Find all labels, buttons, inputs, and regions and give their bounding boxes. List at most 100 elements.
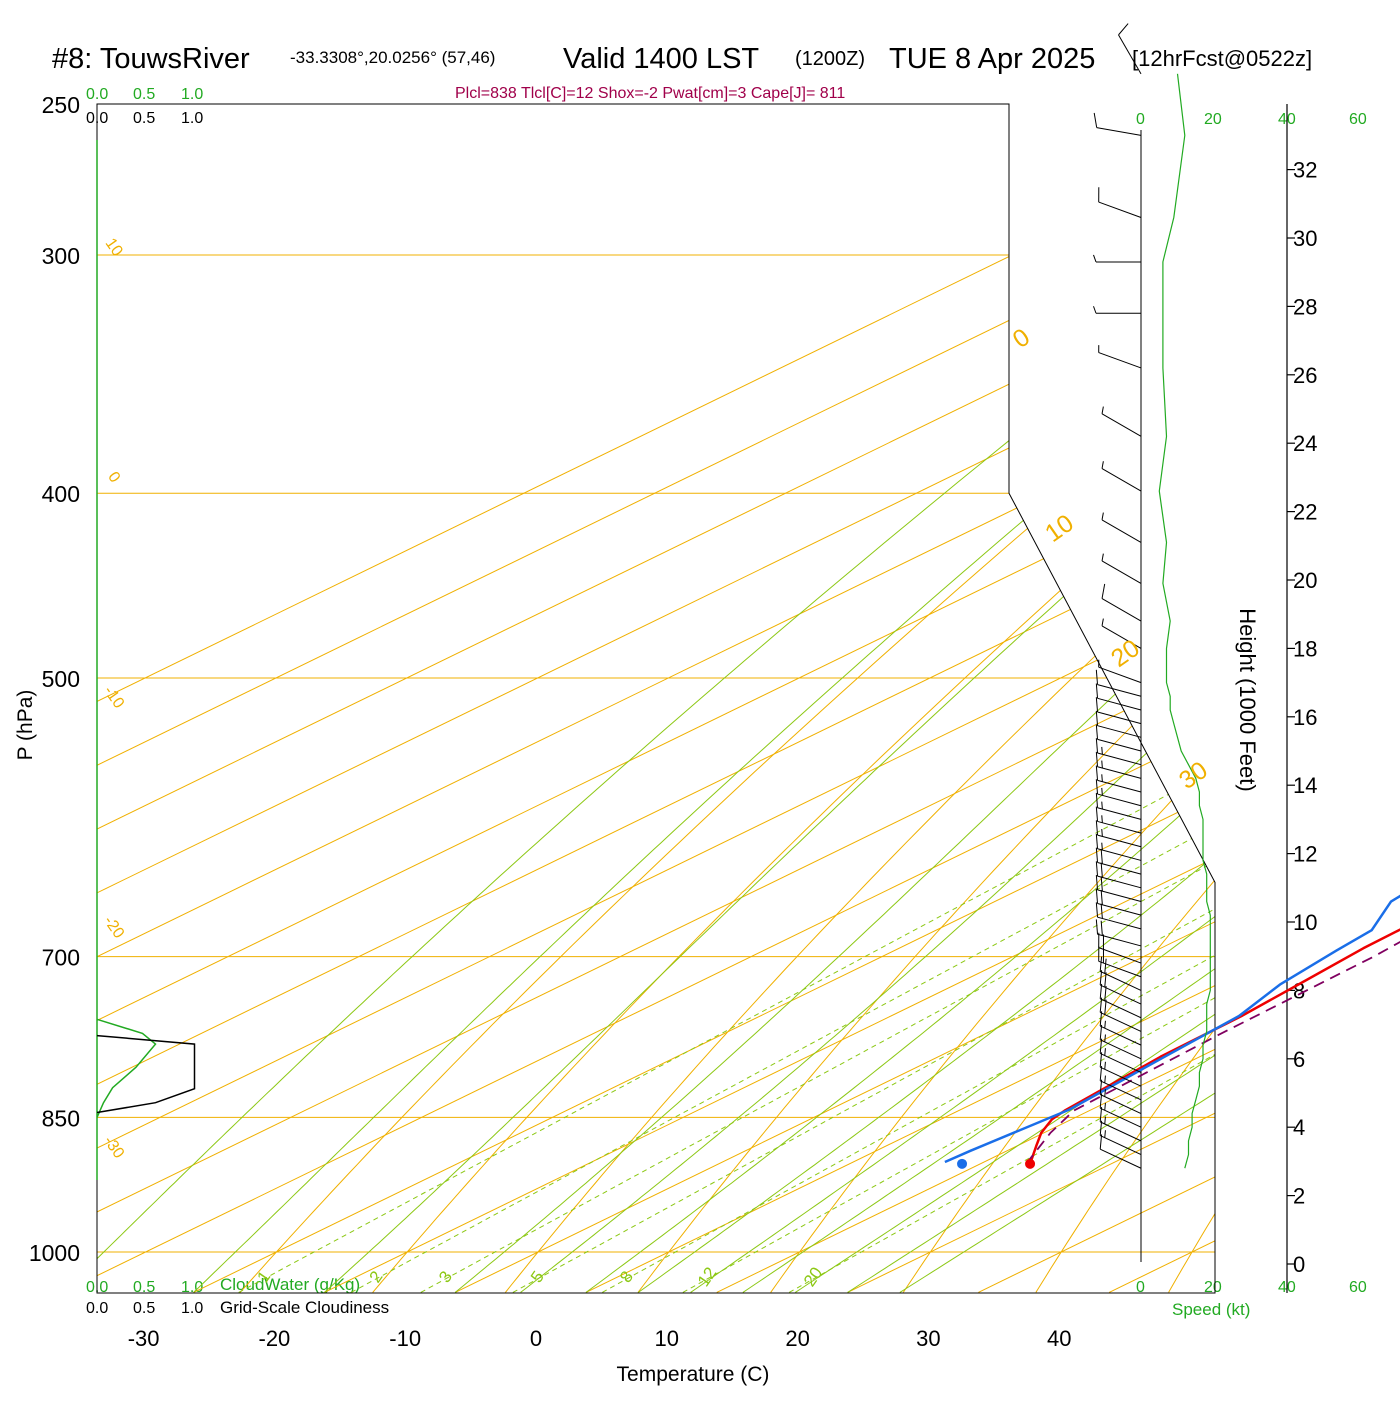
isotherm-line	[0, 104, 1400, 1292]
wind-barb-flag	[1101, 876, 1102, 891]
mixing-ratio-line	[602, 493, 1400, 1292]
pressure-tick-label: 1000	[29, 1240, 80, 1266]
series-parcel-line	[1026, 308, 1400, 1163]
wind-barb-flag	[1096, 752, 1097, 767]
background-grid	[0, 104, 1400, 1292]
wind-barb-flag	[1101, 849, 1102, 864]
wind-barb	[1094, 113, 1141, 135]
x-tick-label: 30	[916, 1326, 940, 1351]
height-tick-label: 32	[1293, 158, 1317, 183]
stability-indices: Plcl=838 Tlcl[C]=12 Shox=-2 Pwat[cm]=3 C…	[455, 85, 845, 102]
isotherm-line	[0, 104, 1400, 1292]
wind-barb-staff	[1098, 794, 1141, 806]
wind-barb-half-flag	[1094, 306, 1097, 313]
wind-barb-half-flag	[1102, 774, 1103, 781]
wind-barb	[1094, 306, 1142, 313]
wind-barb-half-flag	[1102, 829, 1103, 836]
forecast-info: [12hrFcst@0522z]	[1132, 46, 1312, 71]
wind-top-tick-0: 0	[1136, 111, 1145, 128]
wind-barb-flag	[1100, 957, 1101, 972]
wind-barb-staff	[1098, 753, 1141, 765]
wind-barb-half-flag	[1105, 1089, 1106, 1096]
wind-barb	[1094, 255, 1142, 262]
wind-top-tick-3: 60	[1349, 111, 1367, 128]
pressure-tick-label: 300	[42, 243, 80, 269]
height-tick-label: 2	[1293, 1184, 1305, 1209]
height-tick-label: 10	[1293, 910, 1317, 935]
moist-adiabat-line	[743, 104, 1400, 1292]
pressure-tick-label: 850	[42, 1105, 80, 1131]
valid-time: Valid 1400 LST	[563, 43, 759, 75]
moist-adiabat-line	[63, 104, 1400, 1292]
wind-barb-flag	[1101, 890, 1102, 905]
wind-barb-half-flag	[1102, 747, 1103, 754]
x-tick-label: 40	[1047, 1326, 1071, 1351]
cloud-scale-bottom: 0.0 0.5 1.0 CloudWater (g/Kg) 0.0 0.5 1.…	[86, 1275, 389, 1317]
wind-barb-staff	[1098, 780, 1141, 792]
valid-zulu: (1200Z)	[795, 48, 865, 70]
wind-barb-flag	[1096, 902, 1097, 917]
wind-barb	[1102, 584, 1141, 621]
wind-barb-flag	[1096, 779, 1097, 794]
wind-barb-staff	[1099, 202, 1141, 217]
wind-barb	[1096, 889, 1141, 915]
x-tick-label: -10	[389, 1326, 421, 1351]
wind-barb-staff	[1102, 469, 1141, 492]
wind-barb-staff	[1098, 821, 1141, 833]
wind-barb-staff	[1098, 890, 1141, 902]
x-tick-label: 0	[530, 1326, 542, 1351]
wind-barb	[1102, 407, 1141, 437]
wind-barb-flag	[1096, 711, 1097, 726]
height-tick-label: 26	[1293, 363, 1317, 388]
cloudiness-tick-1: 0.5	[133, 110, 155, 127]
wind-barb-half-flag	[1102, 761, 1103, 768]
x-tick-label: -20	[259, 1326, 291, 1351]
dry-adiabat-line	[1301, 104, 1400, 1292]
wind-barb-flag	[1096, 793, 1097, 808]
wind-barb	[1096, 793, 1141, 819]
height-tick-label: 0	[1293, 1252, 1305, 1277]
wind-barb-flag	[1101, 863, 1102, 878]
station-coords: -33.3308°,20.0256° (57,46)	[290, 48, 495, 67]
wind-barb-flag	[1096, 725, 1097, 740]
wind-barb	[1099, 187, 1141, 217]
wind-barb-staff	[1098, 726, 1141, 738]
station-title: #8: TouwsRiver	[52, 43, 250, 75]
surface-dewpoint-point	[957, 1159, 967, 1169]
pressure-tick-label: 700	[42, 945, 80, 971]
wind-barb	[1099, 933, 1141, 963]
cloudiness-label: Grid-Scale Cloudiness	[220, 1298, 389, 1317]
moist-adiabat-line	[900, 104, 1400, 1292]
wind-barb-half-flag	[1105, 1130, 1106, 1137]
height-tick-label: 20	[1293, 568, 1317, 593]
valid-date: TUE 8 Apr 2025	[889, 43, 1095, 75]
cloud-water-profile	[97, 1019, 156, 1117]
wind-barb-half-flag	[1102, 513, 1103, 520]
cloudiness-bottom-tick-1: 0.5	[133, 1300, 155, 1317]
wind-barb	[1102, 554, 1141, 584]
height-tick-label: 4	[1293, 1115, 1305, 1140]
cloud-water-tick-0: 0.0	[86, 86, 108, 103]
cloud-water-tick-2: 1.0	[181, 86, 203, 103]
wind-barb-flag	[1101, 904, 1102, 919]
height-tick-label: 22	[1293, 500, 1317, 525]
moist-adiabat-line	[691, 104, 1400, 1292]
plot-border	[97, 104, 1215, 1293]
wind-barb-half-flag	[1105, 1062, 1106, 1069]
isotherm-left-label: -10	[100, 683, 127, 712]
isotherm-label: 20	[1106, 634, 1145, 673]
wind-barb-flag	[1096, 683, 1097, 698]
mixing-ratio-line	[513, 493, 1400, 1292]
isotherm-line	[1240, 104, 1400, 1292]
wind-barb-staff	[1099, 948, 1141, 963]
wind-top-tick-1: 20	[1204, 111, 1222, 128]
wind-barb	[1096, 848, 1141, 874]
wind-barb-flag	[1096, 670, 1097, 685]
wind-barb-staff	[1098, 739, 1141, 751]
series-dewpoint-line	[945, 143, 1400, 1162]
wind-barb	[1096, 834, 1141, 860]
wind-bottom-tick-3: 60	[1349, 1279, 1367, 1296]
wind-barb-staff	[1098, 917, 1141, 929]
